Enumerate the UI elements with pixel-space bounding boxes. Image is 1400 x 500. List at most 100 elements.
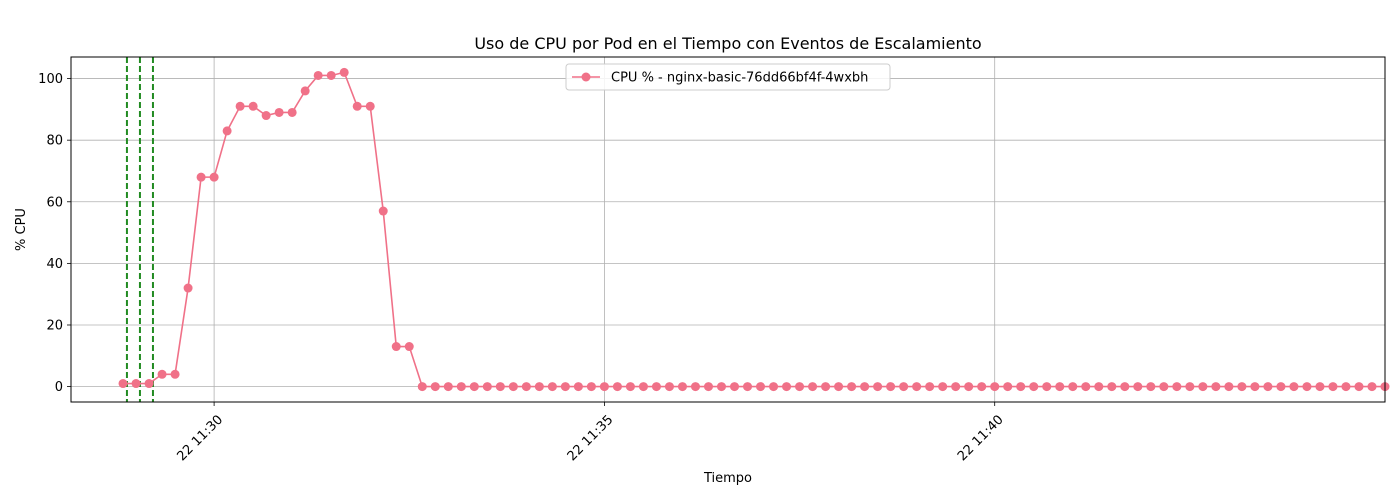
data-point <box>1224 382 1234 392</box>
data-point <box>847 382 857 392</box>
data-point <box>1068 382 1078 392</box>
data-point <box>690 382 700 392</box>
data-point <box>1133 382 1143 392</box>
data-point <box>1029 382 1039 392</box>
data-point <box>248 101 258 111</box>
data-point <box>977 382 987 392</box>
chart-title: Uso de CPU por Pod en el Tiempo con Even… <box>474 34 981 53</box>
legend-marker-swatch <box>581 72 591 82</box>
data-point <box>1081 382 1091 392</box>
y-tick-label: 20 <box>46 318 63 333</box>
data-point <box>990 382 1000 392</box>
data-point <box>508 382 518 392</box>
x-tick-label: 22 11:40 <box>955 412 1007 464</box>
y-axis-label: % CPU <box>14 208 29 251</box>
series-group <box>118 67 1390 392</box>
data-point <box>586 382 596 392</box>
data-point <box>664 382 674 392</box>
data-point <box>743 382 753 392</box>
data-point <box>1185 382 1195 392</box>
data-point <box>1107 382 1117 392</box>
data-point <box>1341 382 1351 392</box>
grid-lines <box>71 57 1385 402</box>
data-point <box>443 382 453 392</box>
data-point <box>860 382 870 392</box>
x-axis-ticks: 22 11:30 22 11:35 22 11:40 <box>174 402 1007 464</box>
data-point <box>651 382 661 392</box>
data-point <box>625 382 635 392</box>
data-point <box>118 379 128 389</box>
y-tick-label: 80 <box>46 134 63 149</box>
data-point <box>469 382 479 392</box>
data-point <box>339 67 349 77</box>
data-point <box>951 382 961 392</box>
data-point <box>495 382 505 392</box>
data-point <box>326 70 336 80</box>
data-point <box>1263 382 1273 392</box>
data-point <box>1146 382 1156 392</box>
data-point <box>703 382 713 392</box>
data-point <box>1120 382 1130 392</box>
data-point <box>287 107 297 117</box>
data-point <box>912 382 922 392</box>
data-point <box>1016 382 1026 392</box>
data-point <box>1367 382 1377 392</box>
data-point <box>1328 382 1338 392</box>
data-point <box>1055 382 1065 392</box>
y-tick-label: 0 <box>55 380 63 395</box>
data-point <box>482 382 492 392</box>
data-point <box>1289 382 1299 392</box>
data-point <box>1211 382 1221 392</box>
data-point <box>547 382 557 392</box>
data-point <box>183 283 193 293</box>
data-point <box>1315 382 1325 392</box>
x-axis-label: Tiempo <box>703 471 752 486</box>
y-tick-label: 100 <box>38 72 63 87</box>
data-point <box>873 382 883 392</box>
data-point <box>209 172 219 182</box>
series-line <box>123 71 1385 388</box>
data-point <box>352 101 362 111</box>
legend: CPU % - nginx-basic-76dd66bf4f-4wxbh <box>565 63 891 91</box>
data-point <box>391 342 401 352</box>
data-point <box>1237 382 1247 392</box>
data-point <box>782 382 792 392</box>
data-point <box>756 382 766 392</box>
legend-label: CPU % - nginx-basic-76dd66bf4f-4wxbh <box>611 71 868 86</box>
data-point <box>599 382 609 392</box>
data-point <box>131 379 141 389</box>
data-point <box>521 382 531 392</box>
data-point <box>430 382 440 392</box>
data-point <box>235 101 245 111</box>
data-point <box>1003 382 1013 392</box>
data-point <box>1354 382 1364 392</box>
data-point <box>456 382 466 392</box>
data-point <box>925 382 935 392</box>
data-point <box>769 382 779 392</box>
scaling-events <box>125 57 154 402</box>
data-point <box>638 382 648 392</box>
data-point <box>144 379 154 389</box>
data-point <box>560 382 570 392</box>
data-point <box>834 382 844 392</box>
data-point <box>573 382 583 392</box>
data-point <box>808 382 818 392</box>
data-point <box>964 382 974 392</box>
data-point <box>1094 382 1104 392</box>
data-point <box>886 382 896 392</box>
data-point <box>196 172 206 182</box>
data-point <box>938 382 948 392</box>
data-point <box>274 107 284 117</box>
data-point <box>821 382 831 392</box>
data-point <box>170 369 180 379</box>
data-point <box>365 101 375 111</box>
data-point <box>300 86 310 96</box>
data-point <box>417 382 427 392</box>
data-point <box>1302 382 1312 392</box>
data-point <box>716 382 726 392</box>
data-point <box>795 382 805 392</box>
data-point <box>534 382 544 392</box>
y-tick-label: 40 <box>46 257 63 272</box>
data-point <box>899 382 909 392</box>
